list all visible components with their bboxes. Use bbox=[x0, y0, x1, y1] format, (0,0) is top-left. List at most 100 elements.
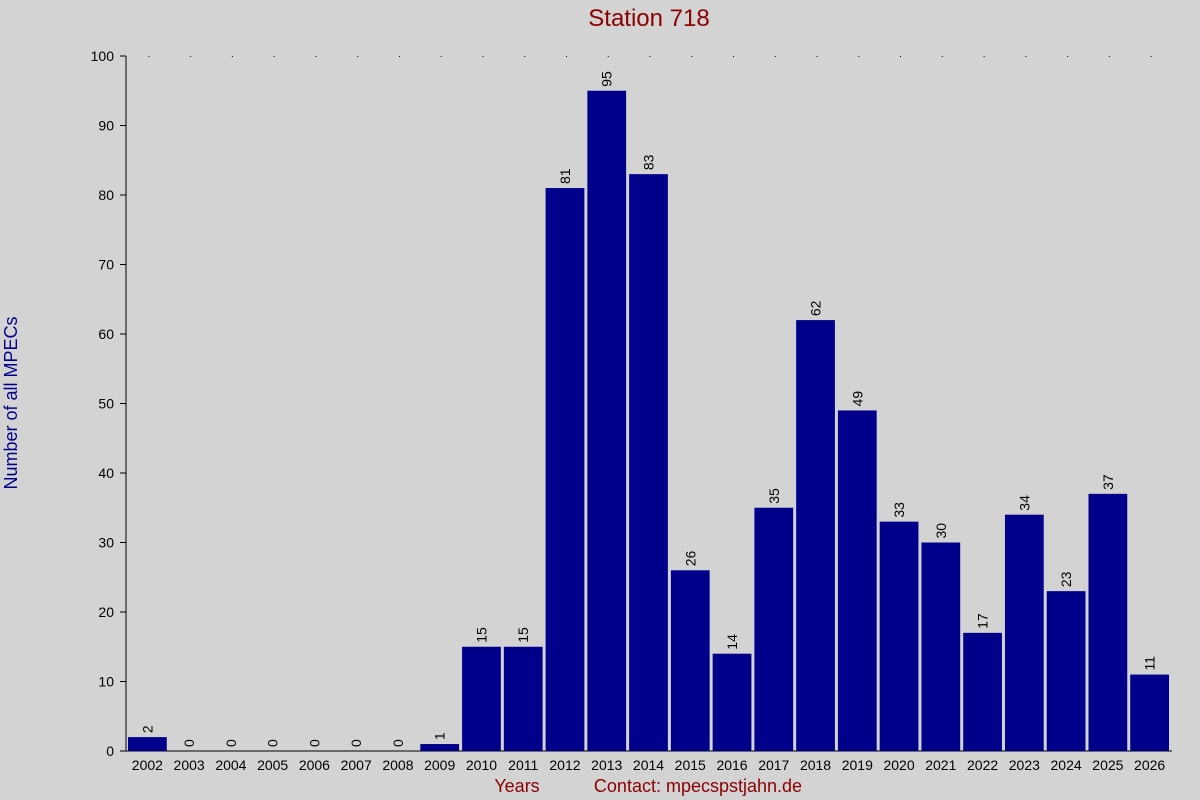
data-label: 0 bbox=[390, 739, 406, 747]
footer-contact: Contact: mpecspstjahn.de bbox=[594, 776, 802, 796]
x-tick-label: 2012 bbox=[549, 757, 580, 773]
grid-dot bbox=[858, 56, 860, 57]
grid-dot bbox=[315, 56, 317, 57]
x-tick-label: 2016 bbox=[716, 757, 747, 773]
data-label: 49 bbox=[849, 391, 865, 407]
data-label: 26 bbox=[682, 551, 698, 567]
bar bbox=[754, 507, 794, 751]
x-tick-label: 2003 bbox=[174, 757, 205, 773]
data-label: 11 bbox=[1142, 656, 1158, 671]
data-label: 17 bbox=[975, 613, 991, 629]
y-tick-label: 0 bbox=[106, 743, 114, 759]
bar bbox=[879, 521, 919, 751]
bar bbox=[1088, 493, 1128, 751]
grid-dot bbox=[357, 56, 359, 57]
y-axis-ticks: 0 10 20 30 40 50 60 70 80 90 100 bbox=[91, 48, 126, 759]
x-tick-label: 2015 bbox=[675, 757, 706, 773]
grid-dot bbox=[1150, 56, 1152, 57]
y-tick-label: 100 bbox=[91, 48, 115, 64]
footer-contact-text: Contact: mpecs bbox=[594, 776, 719, 796]
x-tick-label: 2021 bbox=[925, 757, 956, 773]
x-tick-label: 2002 bbox=[132, 757, 163, 773]
y-tick-label: 50 bbox=[98, 396, 114, 412]
grid-dots bbox=[148, 56, 1152, 57]
bar bbox=[670, 570, 710, 751]
grid-dot bbox=[1067, 56, 1069, 57]
x-tick-label: 2005 bbox=[257, 757, 288, 773]
data-label: 0 bbox=[348, 739, 364, 747]
y-tick-label: 70 bbox=[98, 257, 114, 273]
data-label: 83 bbox=[641, 154, 657, 170]
chart-title: Station 718 bbox=[588, 5, 709, 32]
x-tick-label: 2018 bbox=[800, 757, 831, 773]
x-tick-label: 2008 bbox=[382, 757, 413, 773]
data-label: 95 bbox=[599, 71, 615, 87]
grid-dot bbox=[1025, 56, 1027, 57]
bar bbox=[796, 320, 835, 751]
x-tick-label: 2007 bbox=[341, 757, 372, 773]
x-tick-label: 2013 bbox=[591, 757, 622, 773]
data-label: 1 bbox=[432, 732, 448, 740]
x-axis-label: Years bbox=[494, 776, 539, 796]
x-tick-label: 2026 bbox=[1134, 757, 1165, 773]
grid-dot bbox=[900, 56, 902, 57]
bar bbox=[462, 646, 501, 751]
grid-dot bbox=[524, 56, 526, 57]
grid-dot bbox=[482, 56, 484, 57]
grid-dot bbox=[774, 56, 776, 57]
data-label: 15 bbox=[515, 627, 531, 643]
data-label: 14 bbox=[724, 634, 740, 650]
bar bbox=[629, 174, 668, 751]
data-labels: 2 0 0 0 0 0 0 1 15 15 81 95 83 26 14 35 62 49 33 30 17 34 23 37… bbox=[139, 71, 1157, 747]
y-tick-label: 10 bbox=[98, 674, 114, 690]
y-tick-label: 20 bbox=[98, 604, 114, 620]
bars bbox=[128, 90, 1169, 752]
bar bbox=[587, 90, 627, 751]
x-tick-label: 2010 bbox=[466, 757, 497, 773]
bar bbox=[503, 646, 543, 751]
x-tick-label: 2020 bbox=[883, 757, 914, 773]
grid-dot bbox=[607, 56, 609, 57]
data-label: 30 bbox=[933, 523, 949, 539]
grid-dot bbox=[983, 56, 985, 57]
y-tick-label: 60 bbox=[98, 326, 114, 342]
x-tick-label: 2022 bbox=[967, 757, 998, 773]
grid-dot bbox=[231, 56, 233, 57]
y-tick-label: 90 bbox=[98, 118, 114, 134]
bar bbox=[837, 410, 877, 751]
data-label: 33 bbox=[891, 502, 907, 518]
grid-dot bbox=[733, 56, 735, 57]
bar bbox=[1130, 674, 1169, 751]
data-label: 2 bbox=[139, 725, 155, 733]
bar bbox=[921, 542, 961, 751]
data-label: 37 bbox=[1100, 474, 1116, 490]
y-tick-label: 30 bbox=[98, 535, 114, 551]
x-tick-label: 2014 bbox=[633, 757, 664, 773]
bar bbox=[545, 188, 585, 752]
data-label: 0 bbox=[265, 739, 281, 747]
grid-dot bbox=[816, 56, 818, 57]
data-label: 0 bbox=[181, 739, 197, 747]
data-label: 23 bbox=[1058, 571, 1074, 587]
grid-dot bbox=[190, 56, 192, 57]
y-axis-label: Number of all MPECs bbox=[1, 316, 21, 489]
bar bbox=[420, 744, 460, 751]
data-label: 0 bbox=[306, 739, 322, 747]
data-label: 35 bbox=[766, 488, 782, 504]
grid-dot bbox=[565, 56, 567, 57]
x-tick-label: 2023 bbox=[1009, 757, 1040, 773]
x-tick-label: 2006 bbox=[299, 757, 330, 773]
x-tick-label: 2004 bbox=[215, 757, 246, 773]
x-axis-ticks: 2002 2003 2004 2005 2006 2007 2008 2009 2010 2011… bbox=[132, 757, 1166, 773]
data-label: 0 bbox=[223, 739, 239, 747]
grid-dot bbox=[440, 56, 442, 57]
x-tick-label: 2009 bbox=[424, 757, 455, 773]
bar bbox=[1004, 514, 1044, 751]
grid-dot bbox=[398, 56, 400, 57]
bar bbox=[963, 632, 1002, 751]
bar bbox=[712, 653, 752, 751]
grid-dot bbox=[941, 56, 943, 57]
data-label: 34 bbox=[1016, 495, 1032, 511]
y-tick-label: 80 bbox=[98, 187, 114, 203]
